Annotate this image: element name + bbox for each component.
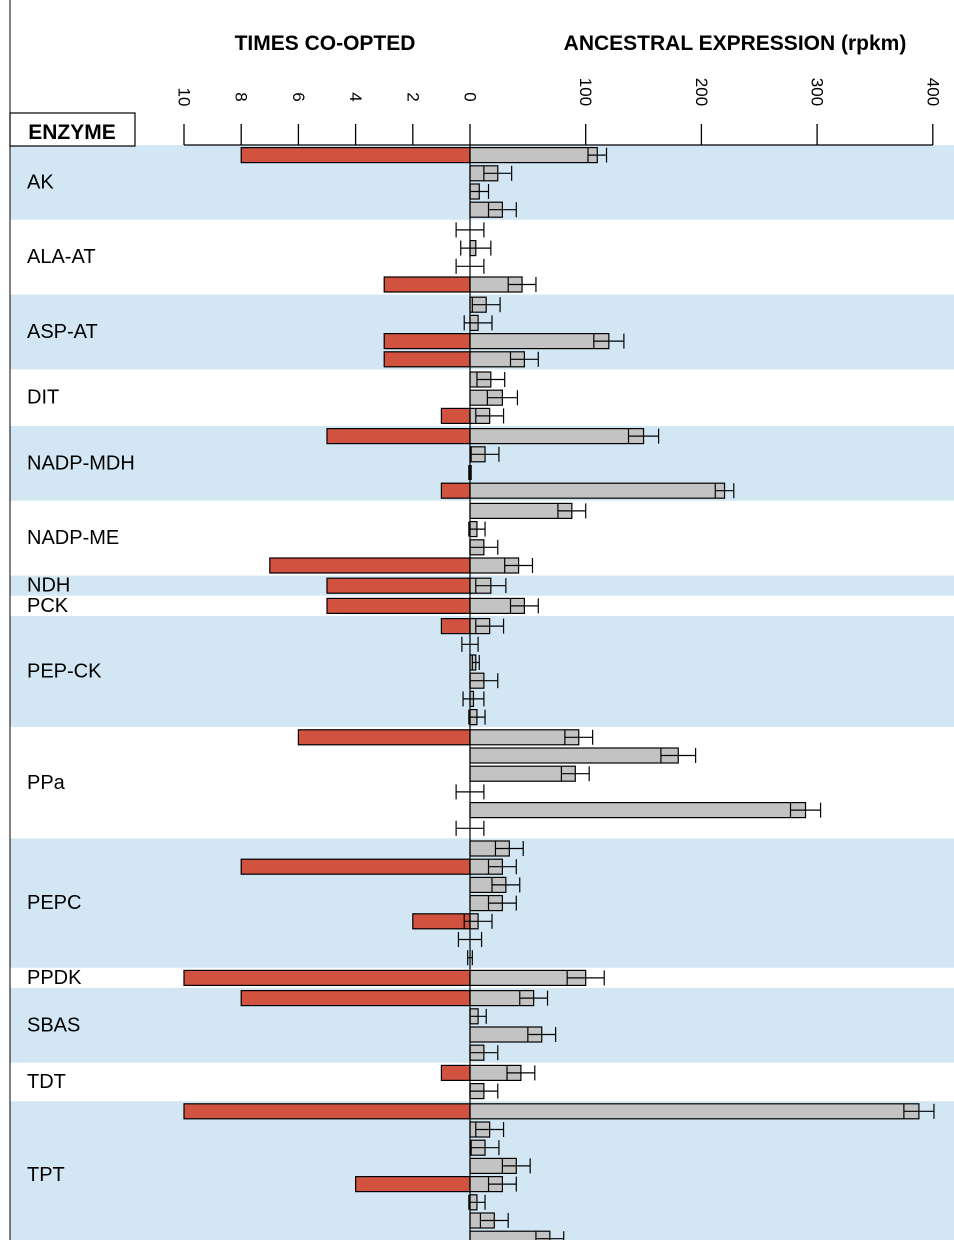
co-opted-bar [240,147,471,164]
expression-bar [469,502,573,519]
enzyme-header-box: ENZYME [9,112,136,147]
co-opted-bar [383,351,471,368]
left-tick-label: 8 [232,92,251,101]
enzyme-label: SBAS [27,1014,80,1036]
enzyme-header-frame [9,112,136,147]
enzyme-label: ALA-AT [27,246,96,268]
left-tick-label: 10 [175,88,194,107]
co-opted-bar [355,1175,471,1193]
right-tick-label: 300 [808,78,827,106]
left-tick-label: 2 [403,92,422,101]
co-opted-bar [240,858,471,875]
enzyme-label: PEPC [27,892,81,914]
enzyme-label: DIT [27,387,59,409]
expression-bar [469,747,679,764]
left-tick-label: 6 [289,92,308,101]
enzyme-label: TPT [27,1164,65,1186]
expression-bar [469,765,576,782]
co-opted-bar [326,577,471,594]
right-tick-label: 100 [576,78,595,106]
left-axis-header: TIMES CO-OPTED [235,32,416,55]
enzyme-label: NADP-MDH [27,452,135,474]
co-opted-bar [440,1064,471,1082]
enzyme-band [10,616,954,728]
enzyme-band [10,727,954,839]
expression-bar [469,1103,920,1120]
co-opted-bar [297,729,471,746]
right-tick-label: 400 [923,78,942,106]
enzyme-label: NDH [27,575,70,597]
co-opted-bar [412,913,471,930]
co-opted-bar [383,333,471,350]
enzyme-label: PEP-CK [27,661,102,683]
co-opted-bar [440,617,471,635]
expression-bar [469,333,610,350]
co-opted-bar [440,407,471,424]
enzyme-label: PPDK [27,967,82,989]
bars [183,145,935,1240]
left-tick-label: 0 [461,92,480,101]
left-tick-label: 4 [346,92,365,101]
co-opted-bar [440,482,471,499]
enzyme-label: AK [27,171,54,193]
enzyme-label: ASP-AT [27,321,98,343]
enzyme-label: TDT [27,1071,66,1093]
enzyme-label: PCK [27,595,69,617]
expression-bar [469,801,807,819]
co-opted-bar [269,557,471,574]
expression-bar [469,729,580,746]
enzyme-label: PPa [27,772,66,794]
enzyme-label: NADP-ME [27,527,119,549]
expression-bar [469,482,726,499]
co-opted-bar [326,597,471,615]
right-tick-label: 200 [692,78,711,106]
co-opted-bar [383,276,471,293]
co-opted-bar [183,969,471,987]
co-opted-bar [240,989,471,1007]
enzyme-header-label: ENZYME [28,121,116,144]
co-opted-bar [326,428,471,445]
right-axis-header: ANCESTRAL EXPRESSION (rpkm) [564,32,907,55]
co-opted-bar [183,1103,471,1120]
expression-bar [469,147,598,164]
top-axis: 10 8 6 4 2 0 100 200 300 400 [175,78,942,146]
expression-bar [469,428,645,445]
